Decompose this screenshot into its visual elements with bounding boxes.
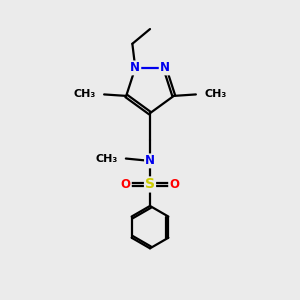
- Text: S: S: [145, 177, 155, 191]
- Text: N: N: [130, 61, 140, 74]
- Text: N: N: [160, 61, 170, 74]
- Text: CH₃: CH₃: [74, 89, 96, 99]
- Text: O: O: [121, 178, 131, 191]
- Text: O: O: [169, 178, 179, 191]
- Text: CH₃: CH₃: [204, 89, 226, 99]
- Text: CH₃: CH₃: [95, 154, 118, 164]
- Text: N: N: [145, 154, 155, 167]
